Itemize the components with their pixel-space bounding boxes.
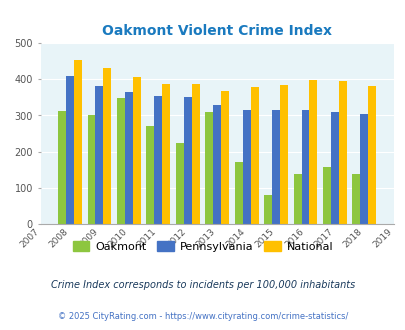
Bar [301, 110, 309, 224]
Bar [132, 77, 141, 224]
Bar [250, 87, 258, 224]
Bar [221, 91, 228, 224]
Bar [58, 111, 66, 224]
Bar [103, 68, 111, 224]
Bar [234, 162, 242, 224]
Legend: Oakmont, Pennsylvania, National: Oakmont, Pennsylvania, National [68, 237, 337, 256]
Bar [95, 86, 103, 224]
Bar [154, 95, 162, 224]
Bar [271, 110, 279, 224]
Bar [117, 98, 125, 224]
Title: Oakmont Violent Crime Index: Oakmont Violent Crime Index [102, 23, 331, 38]
Bar [74, 60, 82, 224]
Bar [309, 80, 317, 224]
Bar [360, 114, 367, 224]
Bar [146, 126, 154, 224]
Bar [352, 174, 360, 224]
Bar [191, 83, 199, 224]
Bar [322, 167, 330, 224]
Bar [125, 92, 132, 224]
Bar [87, 115, 95, 224]
Bar [183, 97, 191, 224]
Bar [205, 112, 213, 224]
Bar [264, 195, 271, 224]
Text: © 2025 CityRating.com - https://www.cityrating.com/crime-statistics/: © 2025 CityRating.com - https://www.city… [58, 312, 347, 321]
Bar [162, 83, 170, 224]
Bar [330, 112, 338, 224]
Text: Crime Index corresponds to incidents per 100,000 inhabitants: Crime Index corresponds to incidents per… [51, 280, 354, 290]
Bar [175, 143, 183, 224]
Bar [279, 85, 287, 224]
Bar [367, 86, 375, 224]
Bar [242, 110, 250, 224]
Bar [293, 174, 301, 224]
Bar [213, 105, 221, 224]
Bar [338, 82, 346, 224]
Bar [66, 76, 74, 224]
